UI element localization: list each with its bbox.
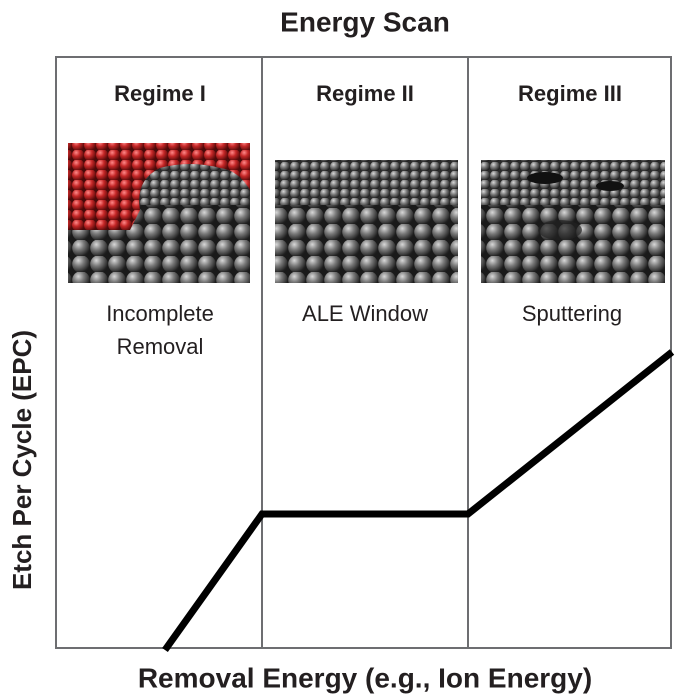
regime-description: Incomplete [106, 301, 214, 326]
regime-label: Regime II [316, 81, 414, 106]
atom-image [275, 160, 458, 283]
atom-image [481, 160, 665, 283]
atom-image [68, 143, 250, 283]
title: Energy Scan [280, 6, 450, 37]
regime-label: Regime I [114, 81, 206, 106]
x-axis-label: Removal Energy (e.g., Ion Energy) [138, 662, 592, 693]
epc-curve [162, 349, 675, 653]
regime-description: ALE Window [302, 301, 428, 326]
regime-label: Regime III [518, 81, 622, 106]
regime-description: Sputtering [522, 301, 622, 326]
y-axis-label: Etch Per Cycle (EPC) [7, 330, 37, 590]
regime-description: Removal [117, 334, 204, 359]
